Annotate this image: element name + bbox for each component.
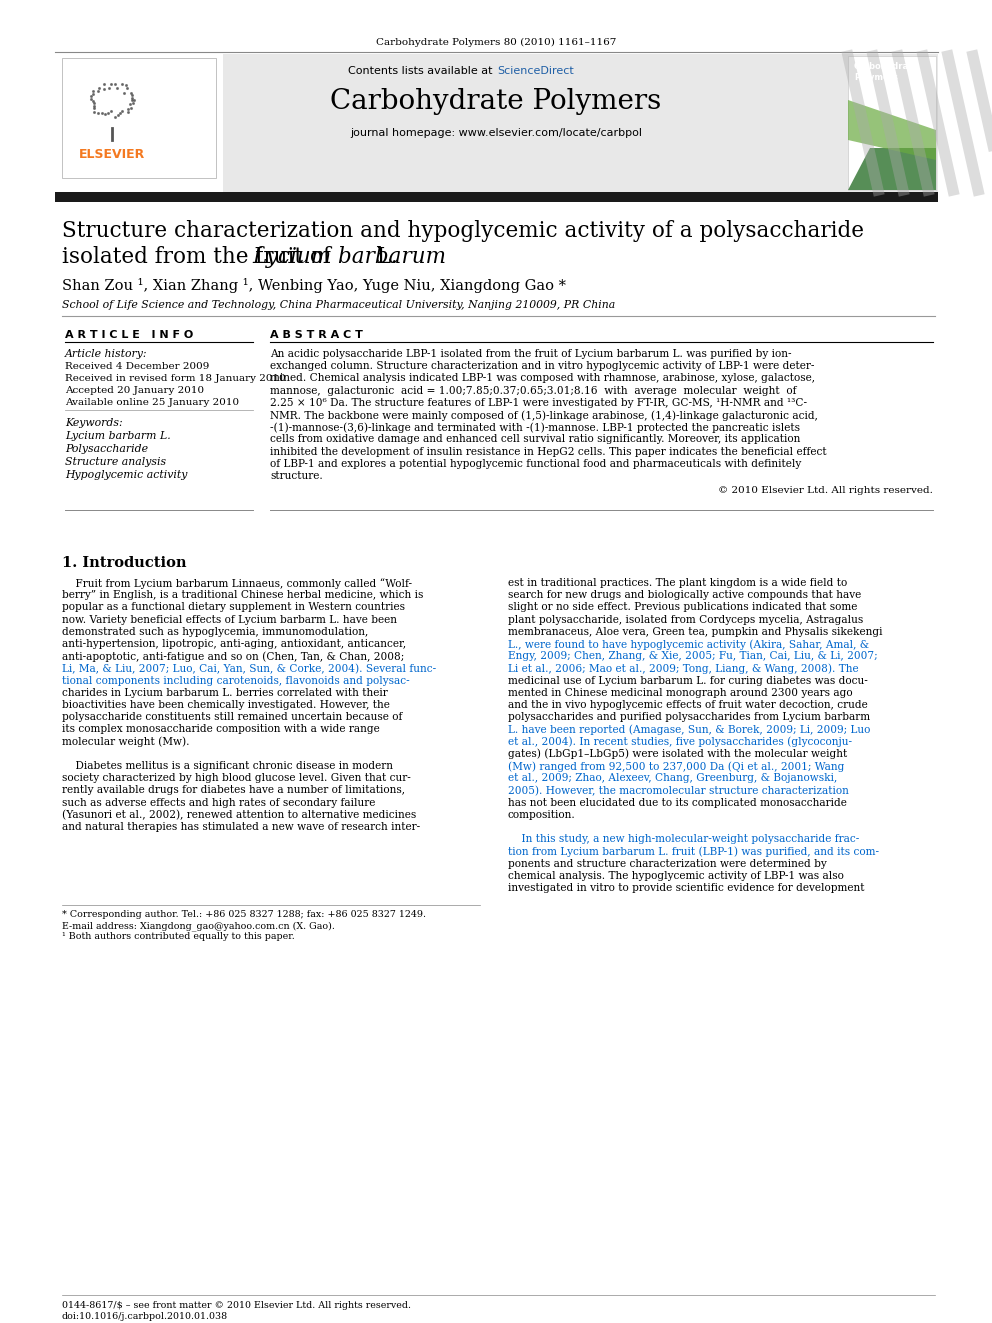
Text: investigated in vitro to provide scientific evidence for development: investigated in vitro to provide scienti…	[508, 882, 864, 893]
Text: tional components including carotenoids, flavonoids and polysac-: tional components including carotenoids,…	[62, 676, 410, 685]
Text: © 2010 Elsevier Ltd. All rights reserved.: © 2010 Elsevier Ltd. All rights reserved…	[718, 486, 933, 495]
Text: Structure analysis: Structure analysis	[65, 456, 166, 467]
Text: mined. Chemical analysis indicated LBP-1 was composed with rhamnose, arabinose, : mined. Chemical analysis indicated LBP-1…	[270, 373, 815, 384]
Text: its complex monosaccharide composition with a wide range: its complex monosaccharide composition w…	[62, 725, 380, 734]
Text: et al., 2004). In recent studies, five polysaccharides (glycoconju-: et al., 2004). In recent studies, five p…	[508, 737, 852, 747]
Text: medicinal use of Lycium barbarum L. for curing diabetes was docu-: medicinal use of Lycium barbarum L. for …	[508, 676, 868, 685]
Text: bioactivities have been chemically investigated. However, the: bioactivities have been chemically inves…	[62, 700, 390, 710]
Text: exchanged column. Structure characterization and in vitro hypoglycemic activity : exchanged column. Structure characteriza…	[270, 361, 814, 372]
Text: anti-apoptotic, anti-fatigue and so on (Chen, Tan, & Chan, 2008;: anti-apoptotic, anti-fatigue and so on (…	[62, 651, 405, 662]
Text: Structure characterization and hypoglycemic activity of a polysaccharide: Structure characterization and hypoglyce…	[62, 220, 864, 242]
Text: (Mw) ranged from 92,500 to 237,000 Da (Qi et al., 2001; Wang: (Mw) ranged from 92,500 to 237,000 Da (Q…	[508, 761, 844, 771]
Text: polysaccharides and purified polysaccharides from Lycium barbarm: polysaccharides and purified polysacchar…	[508, 712, 870, 722]
Text: mented in Chinese medicinal monograph around 2300 years ago: mented in Chinese medicinal monograph ar…	[508, 688, 853, 697]
Text: now. Variety beneficial effects of Lycium barbarm L. have been: now. Variety beneficial effects of Lyciu…	[62, 615, 397, 624]
Text: Shan Zou ¹, Xian Zhang ¹, Wenbing Yao, Yuge Niu, Xiangdong Gao *: Shan Zou ¹, Xian Zhang ¹, Wenbing Yao, Y…	[62, 278, 566, 292]
Text: Polysaccharide: Polysaccharide	[65, 445, 148, 454]
Text: ScienceDirect: ScienceDirect	[497, 66, 573, 75]
Text: ELSEVIER: ELSEVIER	[79, 148, 145, 161]
Text: Received 4 December 2009: Received 4 December 2009	[65, 363, 209, 370]
Text: molecular weight (Mw).: molecular weight (Mw).	[62, 737, 189, 747]
Text: Li, Ma, & Liu, 2007; Luo, Cai, Yan, Sun, & Corke, 2004). Several func-: Li, Ma, & Liu, 2007; Luo, Cai, Yan, Sun,…	[62, 663, 436, 673]
Text: demonstrated such as hypoglycemia, immunomodulation,: demonstrated such as hypoglycemia, immun…	[62, 627, 368, 636]
Text: NMR. The backbone were mainly composed of (1,5)-linkage arabinose, (1,4)-linkage: NMR. The backbone were mainly composed o…	[270, 410, 817, 421]
Text: E-mail address: Xiangdong_gao@yahoo.com.cn (X. Gao).: E-mail address: Xiangdong_gao@yahoo.com.…	[62, 921, 335, 931]
Text: A B S T R A C T: A B S T R A C T	[270, 329, 363, 340]
Text: est in traditional practices. The plant kingdom is a wide field to: est in traditional practices. The plant …	[508, 578, 847, 587]
Text: inhibited the development of insulin resistance in HepG2 cells. This paper indic: inhibited the development of insulin res…	[270, 447, 826, 456]
Text: (Yasunori et al., 2002), renewed attention to alternative medicines: (Yasunori et al., 2002), renewed attenti…	[62, 810, 417, 820]
Text: 0144-8617/$ – see front matter © 2010 Elsevier Ltd. All rights reserved.: 0144-8617/$ – see front matter © 2010 El…	[62, 1301, 411, 1310]
Text: Carbohydrate Polymers: Carbohydrate Polymers	[330, 89, 662, 115]
Text: and the in vivo hypoglycemic effects of fruit water decoction, crude: and the in vivo hypoglycemic effects of …	[508, 700, 868, 710]
Text: structure.: structure.	[270, 471, 322, 482]
Text: -(1)-mannose-(3,6)-linkage and terminated with -(1)-mannose. LBP-1 protected the: -(1)-mannose-(3,6)-linkage and terminate…	[270, 422, 800, 433]
Text: berry” in English, is a traditional Chinese herbal medicine, which is: berry” in English, is a traditional Chin…	[62, 590, 424, 601]
Text: gates) (LbGp1–LbGp5) were isolated with the molecular weight: gates) (LbGp1–LbGp5) were isolated with …	[508, 749, 847, 759]
Text: Carbohydrate Polymers 80 (2010) 1161–1167: Carbohydrate Polymers 80 (2010) 1161–116…	[376, 38, 616, 48]
Text: 1. Introduction: 1. Introduction	[62, 556, 186, 570]
Text: ¹ Both authors contributed equally to this paper.: ¹ Both authors contributed equally to th…	[62, 933, 295, 941]
Bar	[55, 192, 938, 202]
Text: cells from oxidative damage and enhanced cell survival ratio significantly. More: cells from oxidative damage and enhanced…	[270, 434, 801, 445]
Text: anti-hypertension, lipotropic, anti-aging, antioxidant, anticancer,: anti-hypertension, lipotropic, anti-agin…	[62, 639, 406, 650]
Text: of LBP-1 and explores a potential hypoglycemic functional food and pharmaceutica: of LBP-1 and explores a potential hypogl…	[270, 459, 802, 468]
Text: Received in revised form 18 January 2010: Received in revised form 18 January 2010	[65, 374, 286, 382]
Text: rently available drugs for diabetes have a number of limitations,: rently available drugs for diabetes have…	[62, 786, 405, 795]
Text: Polymers: Polymers	[854, 73, 898, 82]
Polygon shape	[848, 148, 936, 191]
Text: composition.: composition.	[508, 810, 575, 820]
Bar	[55, 54, 223, 192]
Text: ponents and structure characterization were determined by: ponents and structure characterization w…	[508, 859, 826, 869]
Text: Fruit from Lycium barbarum Linnaeus, commonly called “Wolf-: Fruit from Lycium barbarum Linnaeus, com…	[62, 578, 412, 589]
Text: Article history:: Article history:	[65, 349, 148, 359]
Text: An acidic polysaccharide LBP-1 isolated from the fruit of Lycium barbarum L. was: An acidic polysaccharide LBP-1 isolated …	[270, 349, 792, 359]
Text: 2005). However, the macromolecular structure characterization: 2005). However, the macromolecular struc…	[508, 786, 849, 795]
Text: tion from Lycium barbarum L. fruit (LBP-1) was purified, and its com-: tion from Lycium barbarum L. fruit (LBP-…	[508, 847, 879, 857]
Text: Contents lists available at: Contents lists available at	[348, 66, 496, 75]
Text: and natural therapies has stimulated a new wave of research inter-: and natural therapies has stimulated a n…	[62, 822, 421, 832]
Text: et al., 2009; Zhao, Alexeev, Chang, Greenburg, & Bojanowski,: et al., 2009; Zhao, Alexeev, Chang, Gree…	[508, 773, 837, 783]
Text: plant polysaccharide, isolated from Cordyceps mycelia, Astragalus: plant polysaccharide, isolated from Cord…	[508, 615, 863, 624]
Bar	[55, 54, 938, 192]
Text: Engy, 2009; Chen, Zhang, & Xie, 2005; Fu, Tian, Cai, Liu, & Li, 2007;: Engy, 2009; Chen, Zhang, & Xie, 2005; Fu…	[508, 651, 878, 662]
Text: Li et al., 2006; Mao et al., 2009; Tong, Liang, & Wang, 2008). The: Li et al., 2006; Mao et al., 2009; Tong,…	[508, 663, 859, 673]
Text: In this study, a new high-molecular-weight polysaccharide frac-: In this study, a new high-molecular-weig…	[508, 835, 859, 844]
Text: School of Life Science and Technology, China Pharmaceutical University, Nanjing : School of Life Science and Technology, C…	[62, 300, 615, 310]
Text: A R T I C L E   I N F O: A R T I C L E I N F O	[65, 329, 193, 340]
Bar	[62, 58, 216, 179]
Text: doi:10.1016/j.carbpol.2010.01.038: doi:10.1016/j.carbpol.2010.01.038	[62, 1312, 228, 1320]
Text: * Corresponding author. Tel.: +86 025 8327 1288; fax: +86 025 8327 1249.: * Corresponding author. Tel.: +86 025 83…	[62, 910, 426, 919]
Bar	[848, 56, 936, 191]
Text: journal homepage: www.elsevier.com/locate/carbpol: journal homepage: www.elsevier.com/locat…	[350, 128, 642, 138]
Text: 2.25 × 10⁶ Da. The structure features of LBP-1 were investigated by FT-IR, GC-MS: 2.25 × 10⁶ Da. The structure features of…	[270, 398, 807, 407]
Text: L.: L.	[370, 246, 398, 269]
Text: Accepted 20 January 2010: Accepted 20 January 2010	[65, 386, 204, 396]
Text: chemical analysis. The hypoglycemic activity of LBP-1 was also: chemical analysis. The hypoglycemic acti…	[508, 871, 844, 881]
Text: has not been elucidated due to its complicated monosaccharide: has not been elucidated due to its compl…	[508, 798, 847, 807]
Text: slight or no side effect. Previous publications indicated that some: slight or no side effect. Previous publi…	[508, 602, 857, 613]
Text: L. have been reported (Amagase, Sun, & Borek, 2009; Li, 2009; Luo: L. have been reported (Amagase, Sun, & B…	[508, 725, 870, 736]
Text: Keywords:: Keywords:	[65, 418, 123, 429]
Text: Hypoglycemic activity: Hypoglycemic activity	[65, 470, 187, 480]
Text: Carbohydrate: Carbohydrate	[854, 62, 919, 71]
Text: polysaccharide constituents still remained uncertain because of: polysaccharide constituents still remain…	[62, 712, 403, 722]
Text: charides in Lycium barbarum L. berries correlated with their: charides in Lycium barbarum L. berries c…	[62, 688, 388, 697]
Text: popular as a functional dietary supplement in Western countries: popular as a functional dietary suppleme…	[62, 602, 405, 613]
Text: Diabetes mellitus is a significant chronic disease in modern: Diabetes mellitus is a significant chron…	[62, 761, 393, 771]
Polygon shape	[848, 101, 936, 160]
Text: mannose,  galacturonic  acid = 1.00;7.85;0.37;0.65;3.01;8.16  with  average  mol: mannose, galacturonic acid = 1.00;7.85;0…	[270, 385, 797, 396]
Text: society characterized by high blood glucose level. Given that cur-: society characterized by high blood gluc…	[62, 773, 411, 783]
Text: Available online 25 January 2010: Available online 25 January 2010	[65, 398, 239, 407]
Text: L., were found to have hypoglycemic activity (Akira, Sahar, Amal, &: L., were found to have hypoglycemic acti…	[508, 639, 869, 650]
Text: Lycium barbarum: Lycium barbarum	[252, 246, 446, 269]
Text: membranaceus, Aloe vera, Green tea, pumpkin and Physalis sikekengi: membranaceus, Aloe vera, Green tea, pump…	[508, 627, 883, 636]
Text: such as adverse effects and high rates of secondary failure: such as adverse effects and high rates o…	[62, 798, 375, 807]
Text: isolated from the fruit of: isolated from the fruit of	[62, 246, 337, 269]
Text: Lycium barbarm L.: Lycium barbarm L.	[65, 431, 171, 441]
Text: search for new drugs and biologically active compounds that have: search for new drugs and biologically ac…	[508, 590, 861, 601]
